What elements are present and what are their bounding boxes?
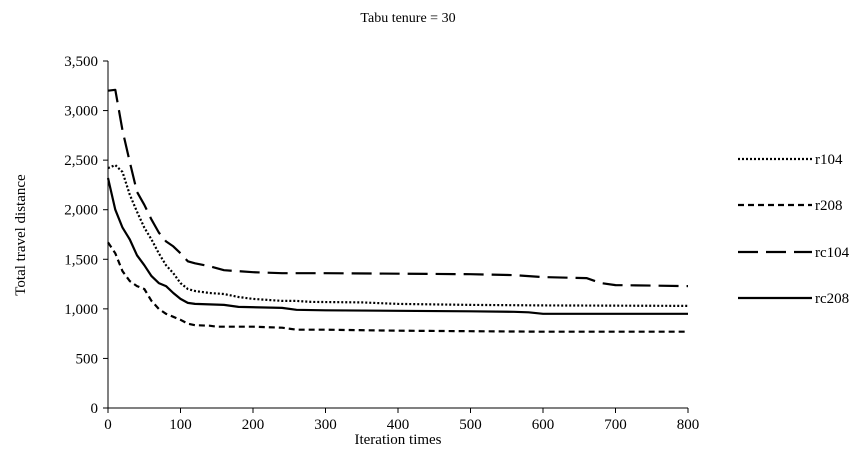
legend-label-rc104: rc104	[815, 245, 850, 261]
y-axis-label: Total travel distance	[13, 174, 29, 296]
y-tick-label: 500	[76, 351, 99, 367]
y-tick-label: 3,000	[64, 104, 98, 120]
x-tick-label: 400	[387, 417, 410, 433]
series-line-r208	[107, 241, 688, 333]
x-tick-label: 0	[104, 417, 112, 433]
y-tick-label: 0	[91, 401, 99, 417]
axes: 0 500 1,000 1,500 2,000 2,500 3,000 3,500 0 100 20…	[64, 54, 699, 433]
series-line-r104	[107, 164, 689, 307]
legend-label-r104: r104	[815, 152, 843, 168]
y-tick-label: 1,000	[64, 302, 98, 318]
legend-label-rc208: rc208	[815, 291, 849, 307]
x-tick-label: 300	[314, 417, 337, 433]
x-tick-label: 800	[677, 417, 700, 433]
series-line-rc104	[107, 88, 689, 288]
series-lines	[106, 88, 689, 333]
x-tick-label: 600	[532, 417, 555, 433]
legend-label-r208: r208	[815, 198, 843, 214]
x-tick-label: 100	[169, 417, 192, 433]
x-axis-label: Iteration times	[354, 432, 441, 448]
series-line-rc208	[106, 177, 688, 315]
x-tick-label: 200	[242, 417, 265, 433]
y-tick-label: 2,500	[64, 153, 98, 169]
x-tick-label: 500	[459, 417, 482, 433]
y-tick-label: 1,500	[64, 252, 98, 268]
y-tick-label: 2,000	[64, 203, 98, 219]
x-tick-label: 700	[604, 417, 627, 433]
chart-title: Tabu tenure = 30	[360, 11, 455, 26]
y-tick-label: 3,500	[64, 54, 98, 70]
legend: r104 r208 rc104 rc208	[738, 152, 850, 307]
